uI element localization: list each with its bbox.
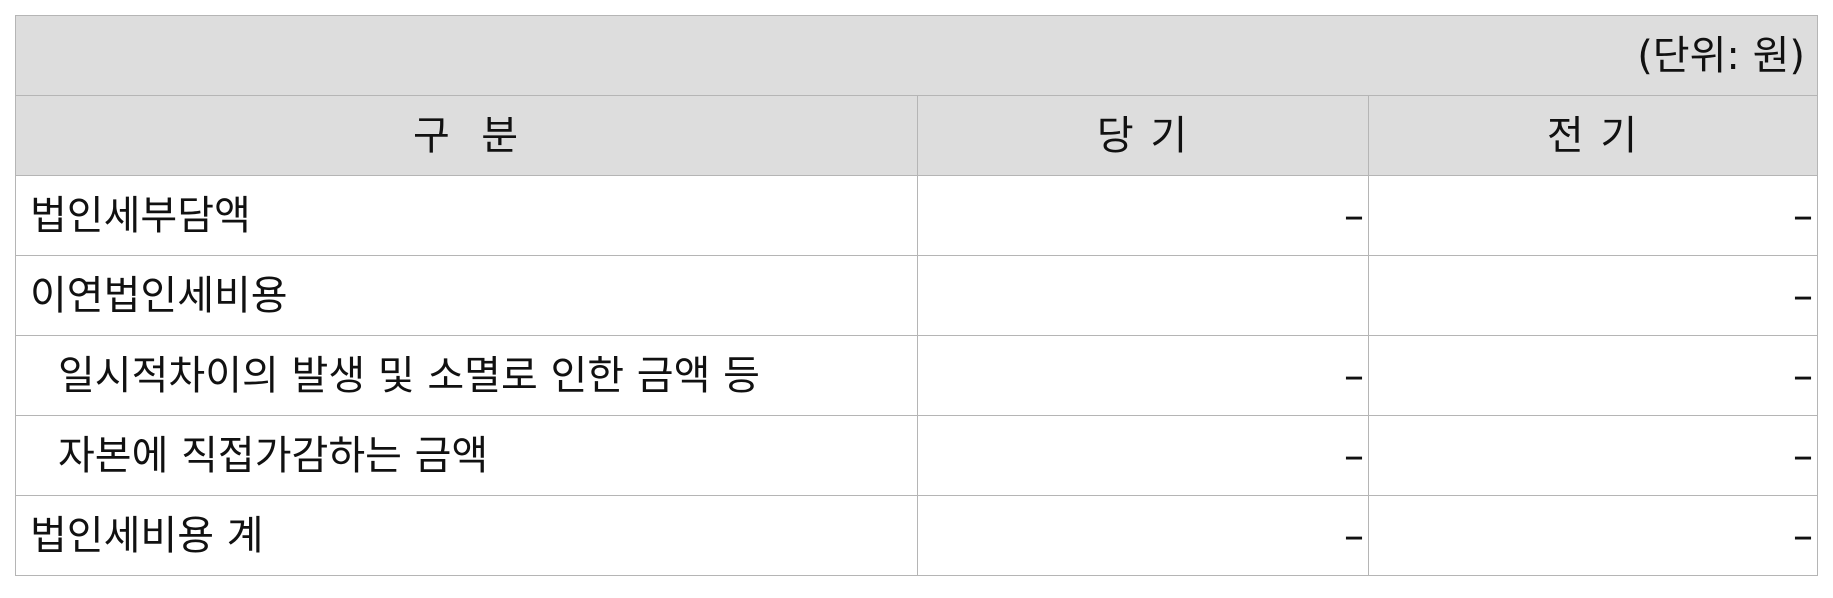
prior-value: –: [1367, 175, 1819, 256]
table-row: 일시적차이의 발생 및 소멸로 인한 금액 등 – –: [15, 335, 1819, 416]
unit-row: (단위: 원): [14, 15, 1819, 96]
prior-value: –: [1367, 335, 1819, 416]
header-prior-period: 전 기: [1367, 95, 1819, 176]
table-row: 자본에 직접가감하는 금액 – –: [15, 415, 1819, 496]
header-row: 구 분 당 기 전 기: [15, 95, 1819, 176]
row-label: 이연법인세비용: [15, 255, 918, 336]
prior-value: –: [1367, 415, 1819, 496]
current-value: –: [917, 415, 1369, 496]
current-value: –: [917, 175, 1369, 256]
table-row: 법인세부담액 – –: [15, 175, 1819, 256]
income-tax-expense-table: (단위: 원) 구 분 당 기 전 기 법인세부담액 – – 이연법인세비용 –…: [14, 15, 1819, 576]
prior-value: –: [1367, 255, 1819, 336]
unit-label: (단위: 원): [14, 15, 1819, 96]
current-value: –: [917, 495, 1369, 576]
income-tax-table-container: (단위: 원) 구 분 당 기 전 기 법인세부담액 – – 이연법인세비용 –…: [14, 15, 1819, 576]
current-value: [917, 255, 1369, 336]
table-row-total: 법인세비용 계 – –: [15, 495, 1819, 576]
row-label: 법인세비용 계: [15, 495, 918, 576]
prior-value: –: [1367, 495, 1819, 576]
row-label: 자본에 직접가감하는 금액: [15, 415, 918, 496]
header-current-period: 당 기: [917, 95, 1369, 176]
table-row: 이연법인세비용 –: [15, 255, 1819, 336]
row-label: 법인세부담액: [15, 175, 918, 256]
header-category: 구 분: [15, 95, 918, 176]
current-value: –: [917, 335, 1369, 416]
row-label: 일시적차이의 발생 및 소멸로 인한 금액 등: [15, 335, 918, 416]
